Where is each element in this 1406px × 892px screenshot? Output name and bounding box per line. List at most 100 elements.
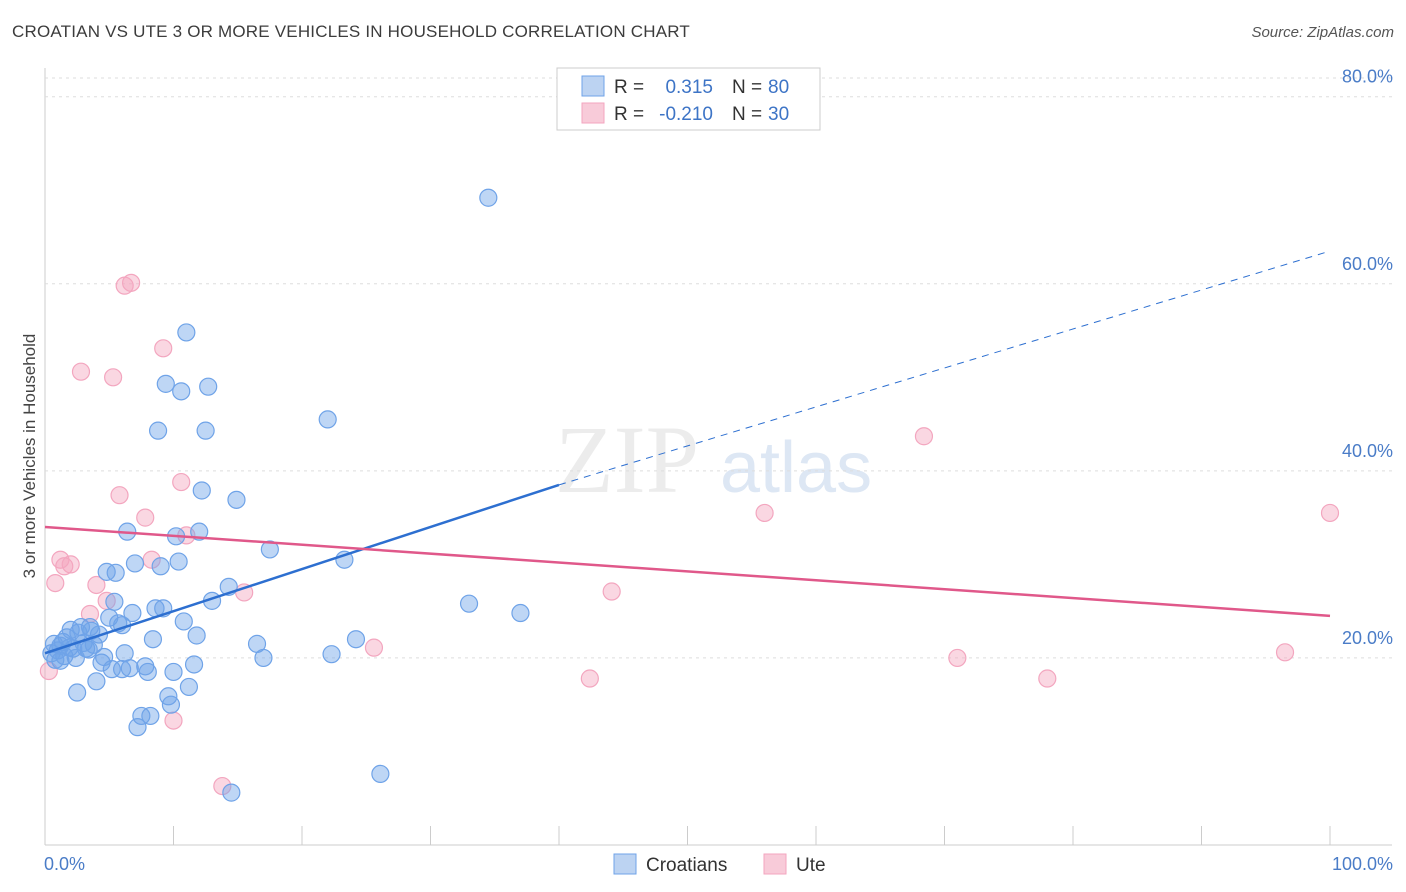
legend-r-label-1: R = <box>614 77 644 98</box>
croatian-point-56 <box>187 626 206 645</box>
grid-lines <box>45 77 1392 659</box>
y-tick-label-60: 60.0% <box>1342 254 1393 274</box>
legend-r-value-ute: -0.210 <box>659 104 713 125</box>
trend-lines <box>44 250 1331 655</box>
croatian-point-73 <box>479 188 498 207</box>
top-legend: R = 0.315 N = 80 R = -0.210 N = 30 <box>556 67 821 131</box>
ute-point-1 <box>46 573 65 593</box>
croatian-point-72 <box>459 594 479 613</box>
croatian-point-77 <box>80 617 100 637</box>
ute-points <box>39 273 1340 796</box>
ute-point-28 <box>1275 643 1295 662</box>
y-tick-label-80: 80.0% <box>1342 67 1393 87</box>
croatian-point-45 <box>156 374 175 393</box>
ute-trend-line <box>44 525 1331 618</box>
watermark-atlas: atlas <box>720 428 872 508</box>
croatian-point-79 <box>51 651 70 670</box>
croatian-point-54 <box>179 677 199 697</box>
chart-source: Source: ZipAtlas.com <box>1251 24 1394 41</box>
croatian-point-33 <box>123 603 142 623</box>
croatian-point-65 <box>254 648 273 668</box>
croatian-trend-dashed <box>558 250 1331 486</box>
croatian-point-58 <box>196 421 215 440</box>
legend-n-label-2: N = <box>732 104 762 125</box>
ute-point-29 <box>1320 503 1340 523</box>
ute-point-23 <box>602 582 621 601</box>
croatian-trend-line <box>44 483 560 655</box>
legend-n-value-ute: 30 <box>768 104 789 125</box>
croatian-point-34 <box>125 554 145 573</box>
croatian-point-51 <box>172 382 191 401</box>
croatian-point-42 <box>148 421 168 440</box>
legend-n-value-croatians: 80 <box>768 77 789 98</box>
bottom-legend: Croatians Ute <box>613 853 826 876</box>
legend-n-label-1: N = <box>732 77 762 98</box>
croatian-point-38 <box>138 662 157 682</box>
croatian-point-39 <box>141 706 160 726</box>
croatian-point-75 <box>190 522 209 541</box>
croatian-point-19 <box>87 672 106 691</box>
x-tick-label-max: 100.0% <box>1332 854 1393 874</box>
ute-point-21 <box>364 638 384 657</box>
croatian-point-11 <box>66 648 85 668</box>
croatian-point-74 <box>511 603 530 623</box>
ute-point-17 <box>172 472 191 492</box>
croatian-point-47 <box>161 695 181 714</box>
croatian-point-62 <box>222 783 241 802</box>
ute-point-7 <box>87 575 106 595</box>
croatian-point-26 <box>105 592 124 611</box>
bottom-legend-label-croatians: Croatians <box>646 855 727 876</box>
x-tick-marks <box>173 826 1331 845</box>
ute-point-5 <box>71 362 91 381</box>
legend-r-label-2: R = <box>614 104 644 125</box>
croatian-point-50 <box>169 552 188 571</box>
legend-swatch-croatians <box>581 75 605 97</box>
bottom-legend-swatch-croatians <box>613 853 637 875</box>
chart-title: CROATIAN VS UTE 3 OR MORE VEHICLES IN HO… <box>12 22 690 41</box>
legend-r-value-croatians: 0.315 <box>665 77 713 98</box>
ute-point-10 <box>110 486 129 505</box>
watermark-zip: ZIP <box>555 406 699 513</box>
croatian-point-78 <box>112 660 132 679</box>
ute-point-3 <box>55 557 74 576</box>
croatian-point-66 <box>260 540 279 559</box>
croatian-point-68 <box>322 645 341 664</box>
croatian-point-70 <box>346 630 366 649</box>
y-tick-label-40: 40.0% <box>1342 441 1393 461</box>
y-tick-labels: 20.0% 40.0% 60.0% 80.0% <box>1342 67 1393 648</box>
ute-point-0 <box>39 661 58 681</box>
bottom-legend-swatch-ute <box>763 853 787 875</box>
ute-point-27 <box>1038 669 1057 688</box>
ute-point-26 <box>948 648 967 668</box>
ute-point-13 <box>136 508 155 527</box>
ute-point-16 <box>164 711 183 730</box>
ute-point-22 <box>580 669 599 688</box>
ute-point-19 <box>213 776 232 796</box>
x-tick-label-min: 0.0% <box>44 854 85 874</box>
croatian-point-76 <box>68 683 87 702</box>
ute-point-4 <box>61 555 80 574</box>
croatian-point-53 <box>177 323 196 342</box>
croatian-point-63 <box>227 490 246 509</box>
y-tick-label-20: 20.0% <box>1342 628 1393 648</box>
croatian-point-25 <box>102 660 121 679</box>
croatian-point-52 <box>174 612 193 631</box>
croatian-point-43 <box>151 557 170 576</box>
ute-point-9 <box>104 368 123 387</box>
croatian-point-27 <box>106 563 125 582</box>
croatian-point-57 <box>192 481 211 500</box>
croatian-point-55 <box>184 655 204 674</box>
croatian-point-32 <box>120 659 139 678</box>
croatian-point-67 <box>318 410 337 429</box>
croatian-point-71 <box>371 764 390 784</box>
croatian-point-48 <box>164 662 183 682</box>
croatian-point-40 <box>143 630 163 649</box>
y-axis-label: 3 or more Vehicles in Household <box>20 334 39 579</box>
croatian-point-59 <box>199 377 218 396</box>
ute-point-15 <box>154 339 173 358</box>
croatian-point-35 <box>128 718 147 737</box>
ute-point-25 <box>914 427 934 446</box>
legend-swatch-ute <box>581 102 605 124</box>
bottom-legend-label-ute: Ute <box>796 855 826 876</box>
